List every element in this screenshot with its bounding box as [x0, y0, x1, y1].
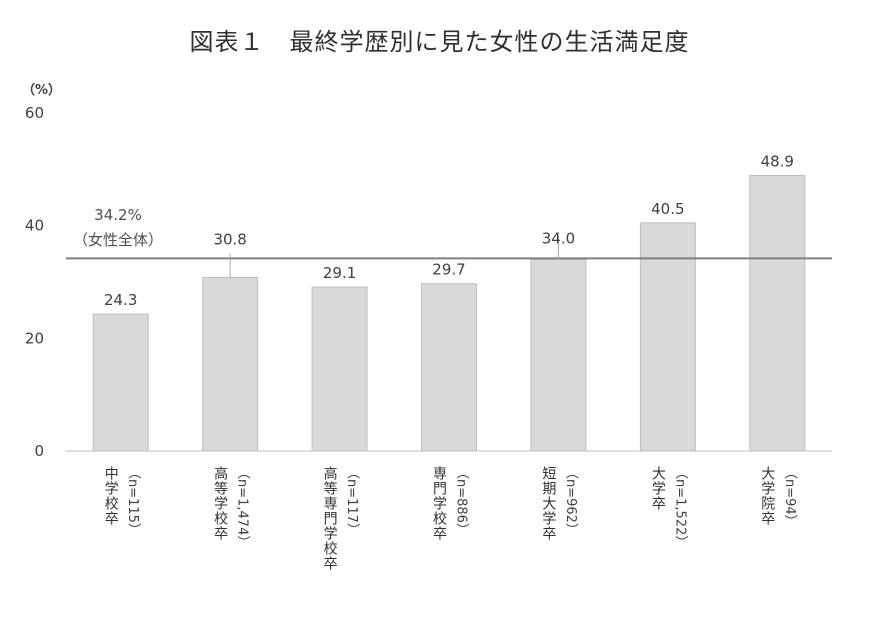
category-label: 高等専門学校卒 — [322, 465, 338, 571]
category-label: 大学卒 — [650, 466, 666, 511]
bar — [749, 175, 806, 452]
category-label: 短期大学卒 — [540, 466, 556, 541]
category-sample-size: （n=94） — [782, 466, 798, 528]
bar — [530, 258, 587, 452]
category-sample-size: （n=1,522） — [672, 466, 688, 548]
category-sample-size: （n=962） — [563, 466, 579, 536]
category-sample-size: （n=886） — [454, 466, 470, 536]
category-sample-size: （n=117） — [344, 466, 360, 536]
reference-value-label: 34.2% — [94, 206, 142, 224]
y-tick-label: 0 — [34, 442, 44, 460]
bar — [421, 283, 477, 452]
data-label: 29.1 — [323, 264, 356, 282]
data-label: 24.3 — [104, 291, 137, 309]
bar — [639, 222, 696, 452]
data-label: 30.8 — [213, 230, 246, 248]
y-tick-label: 40 — [25, 217, 44, 235]
category-sample-size: （n=1,474） — [235, 466, 251, 548]
category-label: 大学院卒 — [759, 466, 775, 526]
chart-title: 図表１ 最終学歴別に見た女性の生活満足度 — [189, 28, 690, 56]
data-label: 29.7 — [432, 261, 465, 279]
y-tick-label: 20 — [25, 329, 44, 347]
y-axis-unit: （%） — [22, 82, 61, 98]
bar — [202, 276, 259, 452]
category-label: 高等学校卒 — [212, 465, 228, 541]
data-label: 48.9 — [761, 153, 794, 171]
bar — [311, 286, 368, 452]
bar — [92, 313, 149, 452]
data-label: 40.5 — [651, 200, 684, 218]
category-sample-size: （n=115） — [125, 466, 141, 536]
category-label: 専門学校卒 — [431, 466, 447, 541]
data-label: 34.0 — [542, 229, 575, 247]
category-label: 中学校卒 — [103, 466, 119, 526]
y-tick-label: 60 — [25, 104, 44, 122]
reference-desc-label: （女性全体） — [73, 231, 163, 249]
